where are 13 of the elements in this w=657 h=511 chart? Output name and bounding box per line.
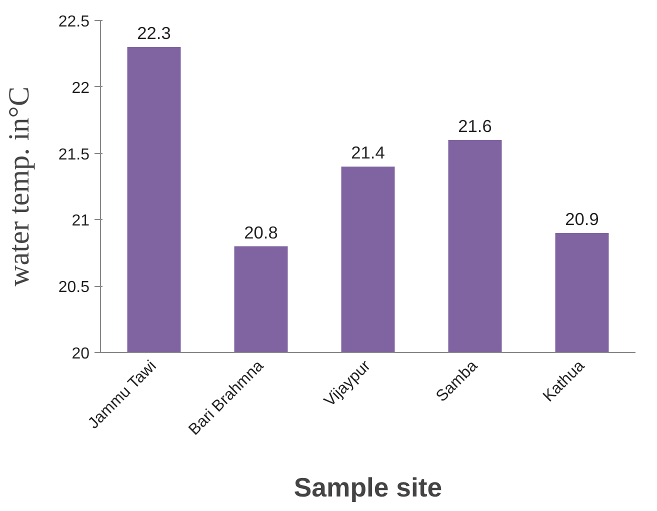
y-tick-label: 21 [72, 212, 90, 230]
data-label: 21.4 [351, 142, 386, 163]
y-tick-label: 22.5 [58, 14, 90, 30]
y-tick-label: 22 [72, 80, 90, 97]
x-axis-title: Sample site [294, 472, 442, 503]
y-axis-title: water temp. in°C [3, 86, 36, 286]
data-label: 21.6 [458, 116, 492, 136]
data-label: 20.8 [244, 222, 278, 242]
y-tick-label: 20 [72, 346, 90, 362]
data-label: 20.9 [565, 208, 599, 229]
y-tick-label: 21.5 [58, 146, 90, 164]
data-label: 22.3 [137, 23, 171, 44]
y-tick-label: 20.5 [58, 279, 90, 296]
